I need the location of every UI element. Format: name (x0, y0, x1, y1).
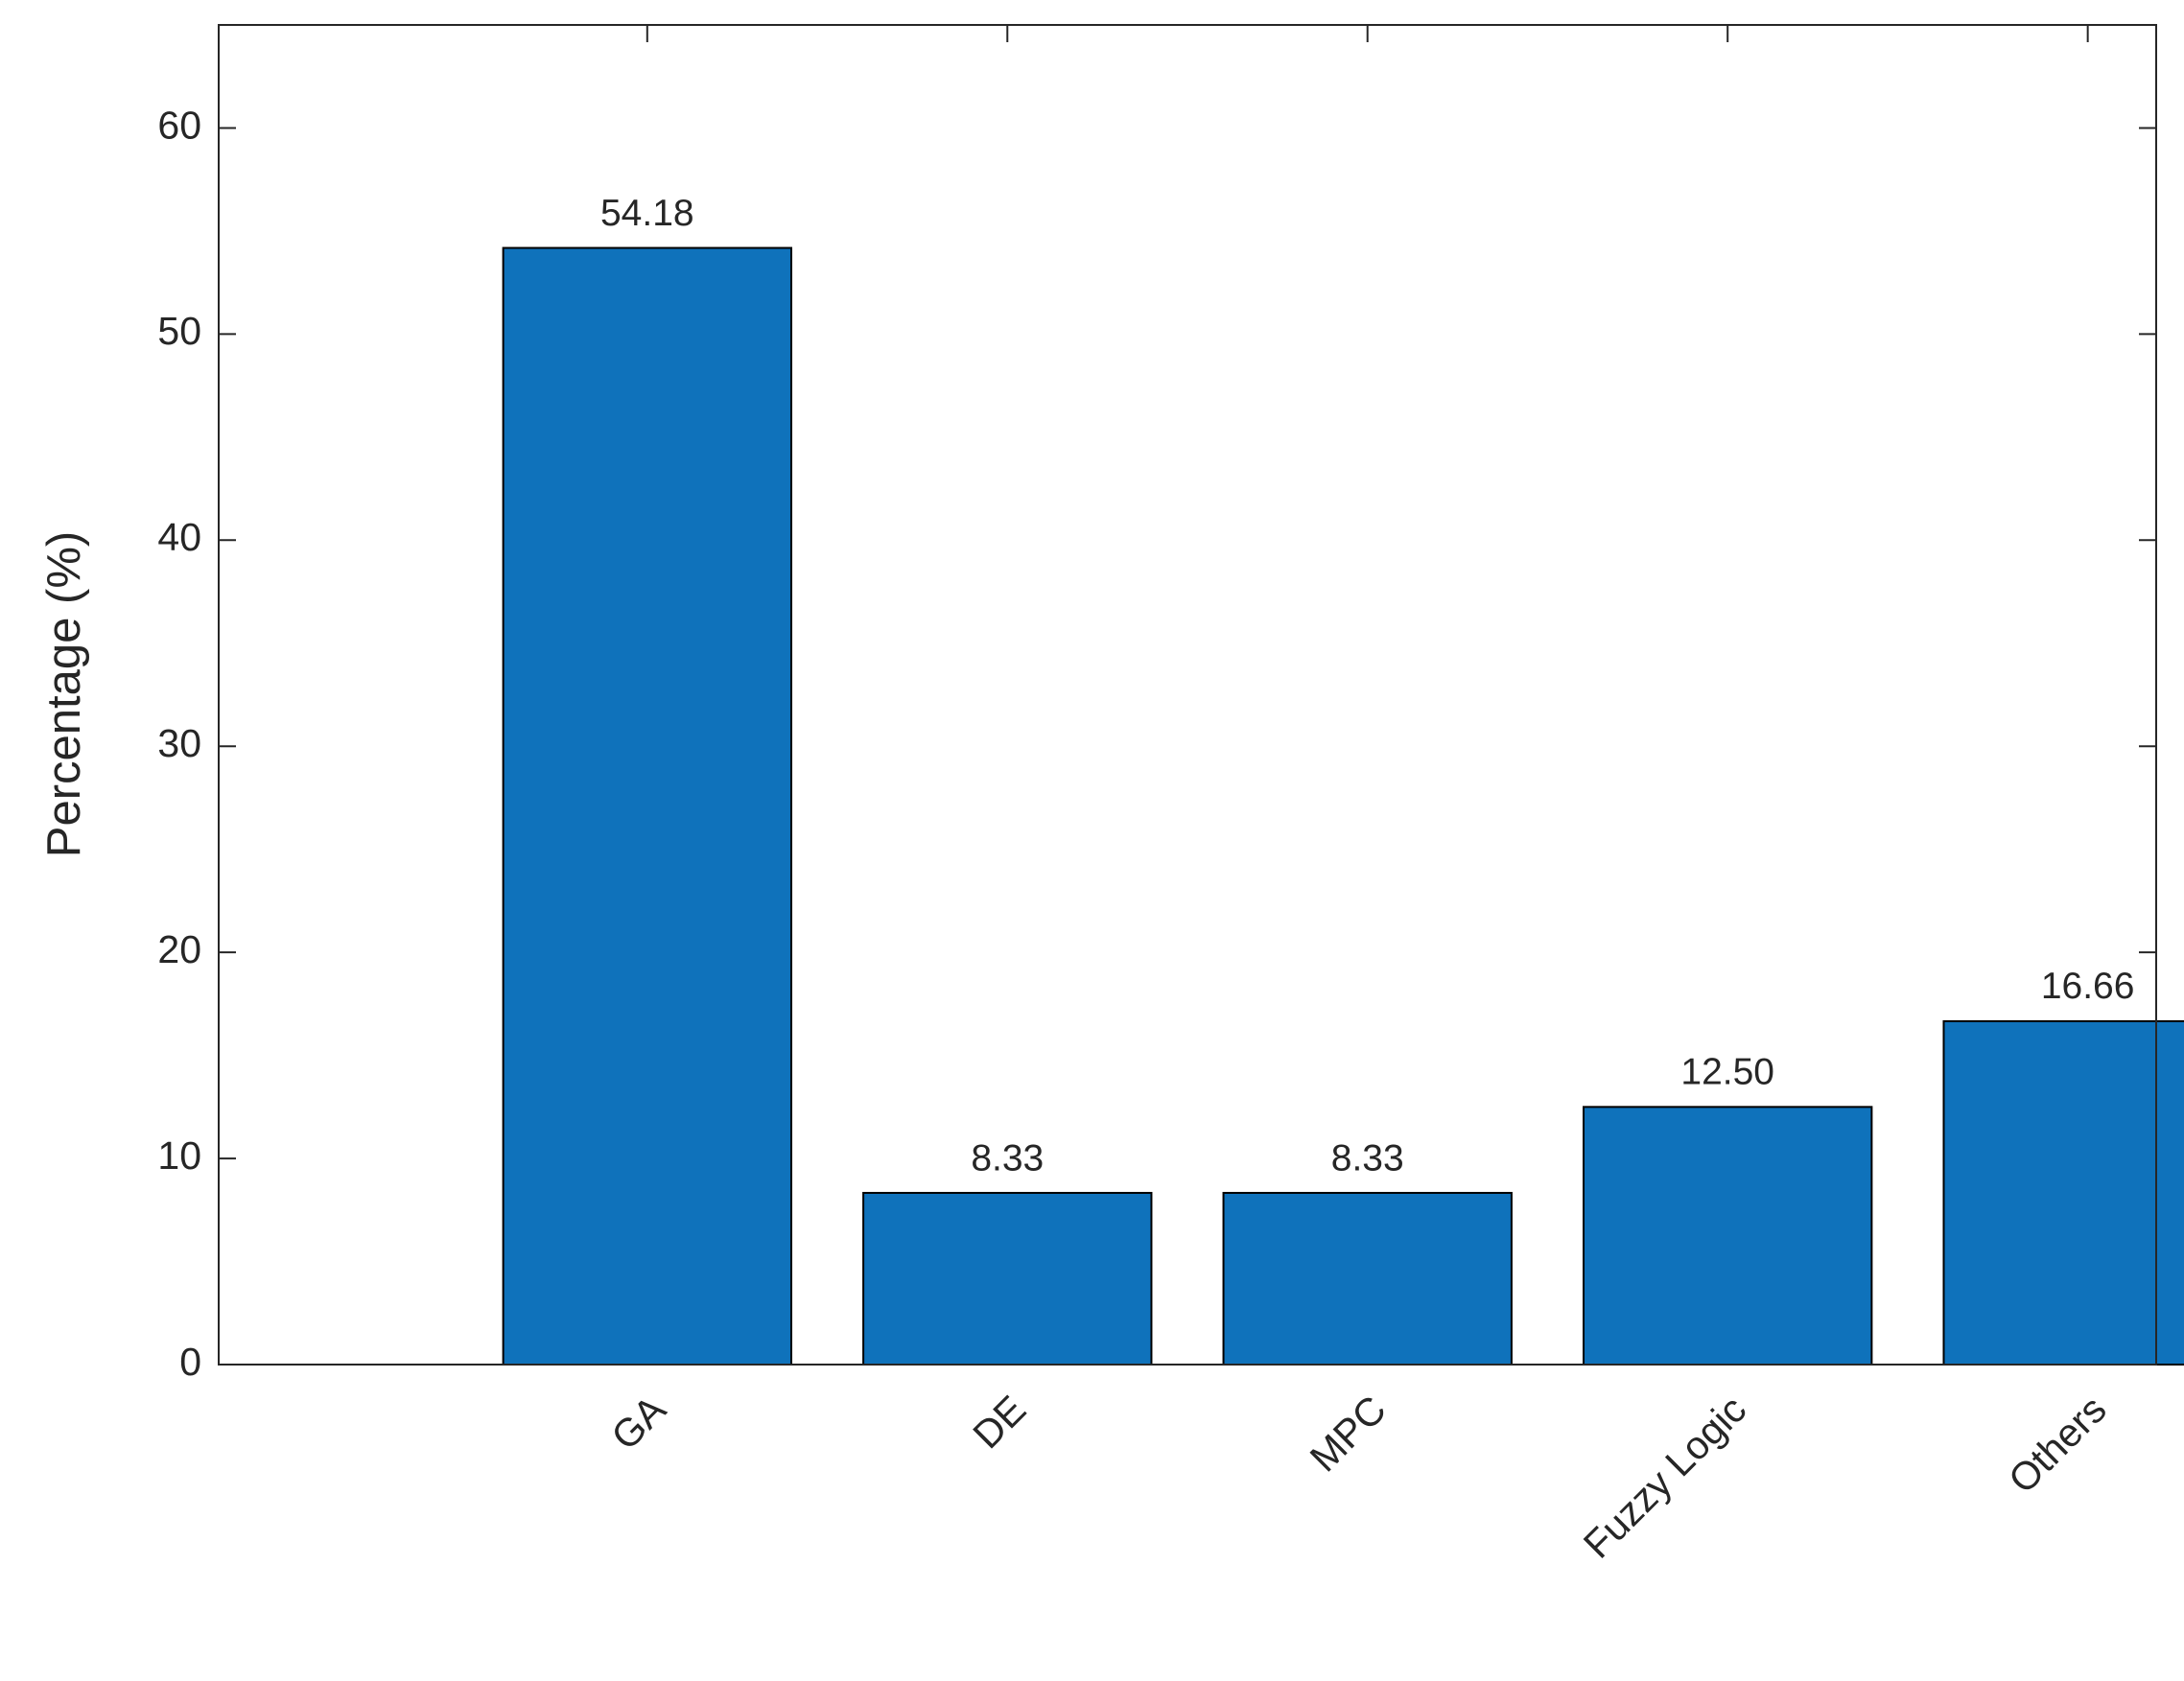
value-label: 16.66 (2041, 966, 2135, 1007)
bar (1942, 1019, 2184, 1366)
bar (1583, 1106, 1873, 1366)
value-label: 8.33 (1331, 1137, 1404, 1179)
x-tick-label: MPC (1302, 1387, 1395, 1480)
x-tick-label: Fuzzy Logic (1575, 1387, 1754, 1566)
axes-box (218, 24, 2157, 1366)
x-tick-label: GA (602, 1387, 674, 1459)
y-tick-label: 10 (157, 1133, 201, 1178)
value-label: 54.18 (600, 193, 694, 234)
bar (502, 246, 792, 1366)
y-tick-label: 20 (157, 927, 201, 971)
y-tick-label: 30 (157, 721, 201, 765)
bar (862, 1191, 1153, 1366)
bar (1222, 1191, 1513, 1366)
y-tick-label: 60 (157, 103, 201, 147)
x-tick-label: Others (2000, 1387, 2115, 1502)
x-tick-label: DE (964, 1387, 1034, 1457)
y-axis-label: Percentage (%) (38, 531, 90, 857)
y-tick-label: 50 (157, 309, 201, 353)
y-tick-label: 0 (179, 1340, 201, 1384)
value-label: 8.33 (971, 1137, 1044, 1179)
value-label: 12.50 (1680, 1052, 1774, 1093)
y-tick-label: 40 (157, 515, 201, 559)
